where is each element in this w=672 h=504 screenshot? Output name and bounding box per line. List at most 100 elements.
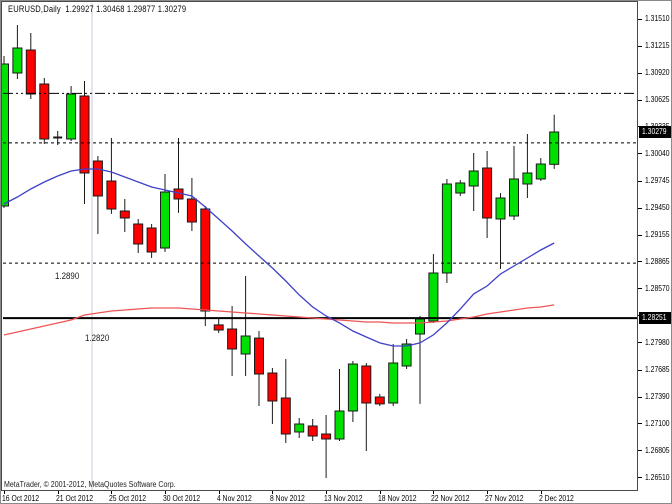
time-axis[interactable]: 16 Oct 2012 21 Oct 2012 25 Oct 2012 30 Oct … xyxy=(1,491,671,503)
time-axis-tick xyxy=(540,491,542,494)
candle xyxy=(39,78,50,144)
price-axis[interactable]: 1.315101.312151.309201.306251.303351.300… xyxy=(638,1,671,491)
candle xyxy=(254,331,264,406)
price-axis-label: 1.27390 xyxy=(645,392,670,402)
price-axis-label: 1.28570 xyxy=(645,283,670,293)
price-axis-tick xyxy=(638,207,642,209)
time-axis-tick xyxy=(4,491,5,494)
candle xyxy=(522,134,533,198)
price-axis-tick xyxy=(638,234,642,236)
candle xyxy=(482,151,493,238)
time-axis-tick xyxy=(326,491,328,494)
price-axis-label: 1.30040 xyxy=(645,148,670,158)
price-axis-tick xyxy=(638,396,642,398)
time-axis-label: 21 Oct 2012 xyxy=(55,494,93,503)
price-axis-tick xyxy=(638,288,642,290)
candle xyxy=(92,156,103,234)
candle xyxy=(549,114,560,169)
price-axis-tick xyxy=(638,423,642,425)
candle xyxy=(267,368,278,424)
time-axis-tick xyxy=(487,491,489,494)
candle xyxy=(455,180,466,196)
plot-border xyxy=(1,1,638,491)
price-axis-label: 1.30920 xyxy=(645,68,670,78)
time-axis-label: 25 Oct 2012 xyxy=(109,494,147,503)
time-axis-tick xyxy=(272,491,274,494)
price-axis-label: 1.29155 xyxy=(645,230,670,240)
candle xyxy=(1,56,9,208)
price-axis-label: 1.31510 xyxy=(645,14,670,24)
candle xyxy=(334,369,345,441)
candle xyxy=(401,339,412,369)
price-axis-label: 1.27980 xyxy=(645,337,670,347)
candle xyxy=(25,33,36,99)
price-axis-label: 1.26805 xyxy=(645,445,670,455)
candle xyxy=(79,81,90,204)
price-axis-label: 1.26510 xyxy=(645,472,670,482)
candle xyxy=(146,224,157,258)
candle xyxy=(106,138,117,214)
time-axis-label: 27 Nov 2012 xyxy=(485,494,524,503)
price-axis-label: 1.27685 xyxy=(645,365,670,374)
time-axis-tick xyxy=(57,491,59,494)
price-axis-tick xyxy=(638,180,642,182)
time-axis-label: 16 Oct 2012 xyxy=(2,494,40,503)
candle xyxy=(428,254,439,323)
price-axis-label: 1.29450 xyxy=(645,203,670,213)
price-axis-label: 1.27100 xyxy=(645,418,670,428)
candle xyxy=(307,419,318,441)
price-axis-label: 1.29745 xyxy=(645,176,670,185)
candle xyxy=(173,138,184,213)
time-axis-tick xyxy=(111,491,113,494)
price-axis-tick xyxy=(638,18,642,20)
candle xyxy=(468,153,479,211)
time-axis-label: 8 Nov 2012 xyxy=(270,494,306,503)
candle xyxy=(66,86,77,141)
candle xyxy=(441,179,452,283)
price-axis-label: 1.28865 xyxy=(645,256,670,266)
candle xyxy=(374,393,385,406)
time-axis-label: 4 Nov 2012 xyxy=(216,494,252,503)
candle xyxy=(535,158,546,181)
time-axis-label: 2 Dec 2012 xyxy=(538,494,574,503)
price-axis-tick xyxy=(638,45,642,47)
time-axis-tick xyxy=(433,491,435,494)
candle xyxy=(240,276,251,376)
candle xyxy=(415,316,425,404)
time-axis-tick xyxy=(165,491,166,494)
time-axis-label: 30 Oct 2012 xyxy=(163,494,201,503)
candle xyxy=(361,363,372,451)
candle xyxy=(119,199,130,232)
time-axis-label: 22 Nov 2012 xyxy=(431,494,470,503)
candle xyxy=(495,193,506,269)
price-axis-tick xyxy=(638,72,642,74)
price-axis-tick xyxy=(638,450,642,452)
ma-fast-blue xyxy=(3,168,555,347)
price-chart[interactable] xyxy=(1,1,638,491)
price-axis-label: 1.31215 xyxy=(645,41,670,51)
candle xyxy=(280,359,291,443)
candle xyxy=(12,25,23,79)
candle xyxy=(509,146,519,220)
candle xyxy=(347,361,358,422)
time-axis-label: 18 Nov 2012 xyxy=(377,494,417,503)
price-axis-tick xyxy=(638,369,642,371)
candle xyxy=(294,418,305,438)
price-axis-tick xyxy=(638,477,642,479)
price-tag: 1.30279 xyxy=(639,126,671,138)
candle xyxy=(227,306,238,376)
price-axis-tick xyxy=(638,153,642,155)
price-axis-tick xyxy=(638,342,642,344)
chart-plot-area[interactable]: EURUSD,Daily 1.29927 1.30468 1.29877 1.3… xyxy=(1,1,638,491)
price-axis-tick xyxy=(638,261,642,263)
candle xyxy=(160,174,170,252)
candle xyxy=(388,344,399,406)
price-axis-label: 1.30625 xyxy=(645,95,670,105)
candle xyxy=(133,219,144,253)
candle xyxy=(186,178,197,231)
time-axis-tick xyxy=(379,491,381,494)
time-axis-tick xyxy=(218,491,220,494)
candle xyxy=(200,206,211,326)
ma-slow-red xyxy=(3,304,555,336)
